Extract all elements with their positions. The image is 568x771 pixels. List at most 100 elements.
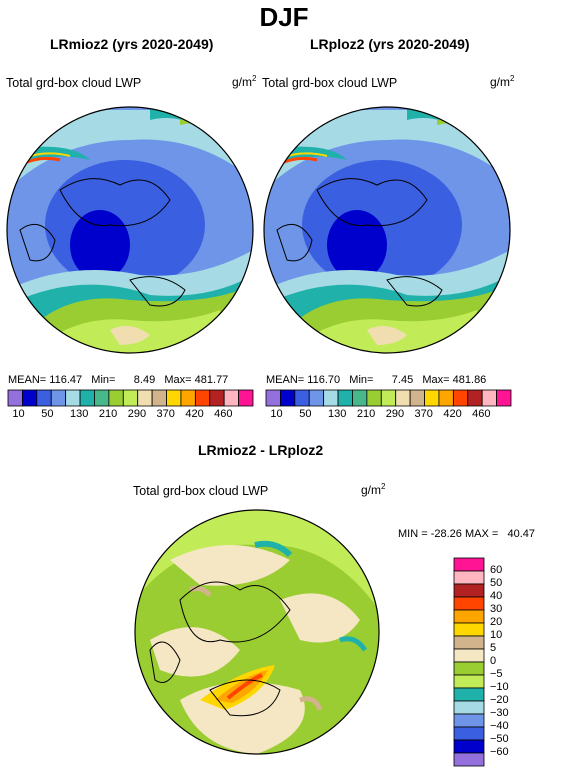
difference-units: g/m2 (361, 482, 386, 497)
colorbar-swatch (453, 557, 485, 572)
colorbar-difference-label: 50 (490, 577, 503, 589)
colorbar-right-label: 370 (414, 408, 433, 420)
colorbar-swatch (22, 389, 38, 407)
panel-title-left: LRmioz2 (yrs 2020-2049) (50, 36, 214, 52)
variable-label-left: Total grd-box cloud LWP (6, 76, 142, 90)
colorbar-left-label: 420 (185, 408, 204, 420)
colorbar-difference (453, 557, 485, 767)
figure-title: DJF (259, 2, 309, 32)
colorbar-swatch (122, 389, 139, 407)
colorbar-swatch (453, 648, 485, 663)
colorbar-swatch (453, 726, 485, 741)
map-right-field (264, 107, 510, 353)
colorbar-left-label: 370 (156, 408, 175, 420)
colorbar-swatch (65, 389, 81, 407)
colorbar-right-label: 420 (443, 408, 462, 420)
colorbar-difference-label: −10 (490, 681, 509, 693)
colorbar-left-label: 460 (214, 408, 233, 420)
colorbar-left-label: 210 (98, 408, 118, 420)
colorbar-right-labels: 10 50 130 210 290 370 420 460 (266, 408, 511, 422)
colorbar-difference-label: −50 (490, 733, 509, 745)
stats-left: MEAN= 116.47 Min= 8.49 Max= 481.77 (8, 374, 229, 386)
colorbar-swatch (238, 389, 254, 407)
colorbar-right-label: 10 (270, 408, 283, 420)
colorbar-right (265, 389, 512, 407)
colorbar-difference-label: 20 (490, 616, 503, 628)
colorbar-difference-label: 5 (490, 642, 497, 654)
map-left-border (6, 106, 254, 354)
colorbar-difference-label: −40 (490, 720, 509, 732)
colorbar-swatch (323, 389, 339, 407)
map-left-field (7, 107, 253, 353)
colorbar-swatch (308, 389, 325, 407)
units-right: g/m2 (490, 74, 515, 89)
colorbar-difference-label: 0 (490, 655, 497, 667)
colorbar-difference-label: 60 (490, 564, 503, 576)
colorbar-swatch (453, 661, 485, 676)
map-right-border (263, 106, 511, 354)
colorbar-right-label: 290 (385, 408, 405, 420)
colorbar-right-label: 50 (299, 408, 312, 420)
colorbar-swatch (337, 389, 353, 407)
colorbar-difference-label: 10 (490, 629, 503, 641)
colorbar-swatch (36, 389, 52, 407)
colorbar-difference-label: −60 (490, 746, 509, 758)
colorbar-swatch (481, 389, 497, 407)
colorbar-swatch (265, 389, 281, 407)
colorbar-swatch (352, 389, 368, 407)
colorbar-swatch (496, 389, 512, 407)
colorbar-swatch (453, 674, 485, 689)
colorbar-swatch (453, 713, 485, 728)
colorbar-swatch (409, 389, 425, 407)
colorbar-swatch (453, 596, 485, 611)
colorbar-swatch (7, 389, 23, 407)
colorbar-left-label: 130 (70, 408, 89, 420)
colorbar-right-label: 210 (356, 408, 376, 420)
colorbar-swatch (94, 389, 110, 407)
colorbar-swatch (294, 389, 310, 407)
colorbar-swatch (453, 752, 485, 767)
colorbar-difference-label: −20 (490, 694, 509, 706)
units-left: g/m2 (232, 74, 257, 89)
colorbar-swatch (453, 570, 485, 585)
colorbar-left-label: 50 (41, 408, 54, 420)
colorbar-swatch (395, 389, 411, 407)
colorbar-difference-labels: 60 50 40 30 20 10 5 0 −5 −10 −20 −30 −40 −50 −60 (490, 558, 530, 766)
colorbar-difference-label: −5 (490, 668, 503, 680)
colorbar-swatch (108, 389, 124, 407)
colorbar-swatch (366, 389, 382, 407)
colorbar-left-labels: 10 50 130 210 290 370 420 460 (8, 408, 253, 422)
colorbar-difference-label: 40 (490, 590, 503, 602)
difference-stats: MIN = -28.26 MAX = 40.47 (398, 528, 536, 540)
colorbar-right-label: 460 (472, 408, 491, 420)
panel-title-right: LRploz2 (yrs 2020-2049) (310, 36, 470, 52)
colorbar-swatch (453, 583, 485, 598)
colorbar-swatch (424, 389, 440, 407)
colorbar-swatch (467, 389, 483, 407)
colorbar-right-label: 130 (328, 408, 347, 420)
stats-right: MEAN= 116.70 Min= 7.45 Max= 481.86 (266, 374, 487, 386)
colorbar-swatch (453, 700, 485, 715)
difference-variable-label: Total grd-box cloud LWP (133, 484, 269, 498)
colorbar-swatch (180, 389, 196, 407)
colorbar-swatch (151, 389, 167, 407)
colorbar-swatch (452, 389, 469, 407)
colorbar-swatch (166, 389, 182, 407)
colorbar-swatch (79, 389, 95, 407)
colorbar-swatch (194, 389, 211, 407)
colorbar-swatch (223, 389, 239, 407)
colorbar-swatch (453, 739, 485, 754)
colorbar-swatch (453, 635, 485, 650)
colorbar-swatch (280, 389, 296, 407)
colorbar-swatch (50, 389, 67, 407)
colorbar-swatch (380, 389, 397, 407)
colorbar-left-label: 10 (12, 408, 25, 420)
colorbar-swatch (453, 687, 485, 702)
colorbar-swatch (137, 389, 153, 407)
colorbar-left (7, 389, 254, 407)
difference-title: LRmioz2 - LRploz2 (198, 442, 324, 458)
variable-label-right: Total grd-box cloud LWP (262, 76, 398, 90)
colorbar-swatch (453, 622, 485, 637)
colorbar-swatch (209, 389, 225, 407)
